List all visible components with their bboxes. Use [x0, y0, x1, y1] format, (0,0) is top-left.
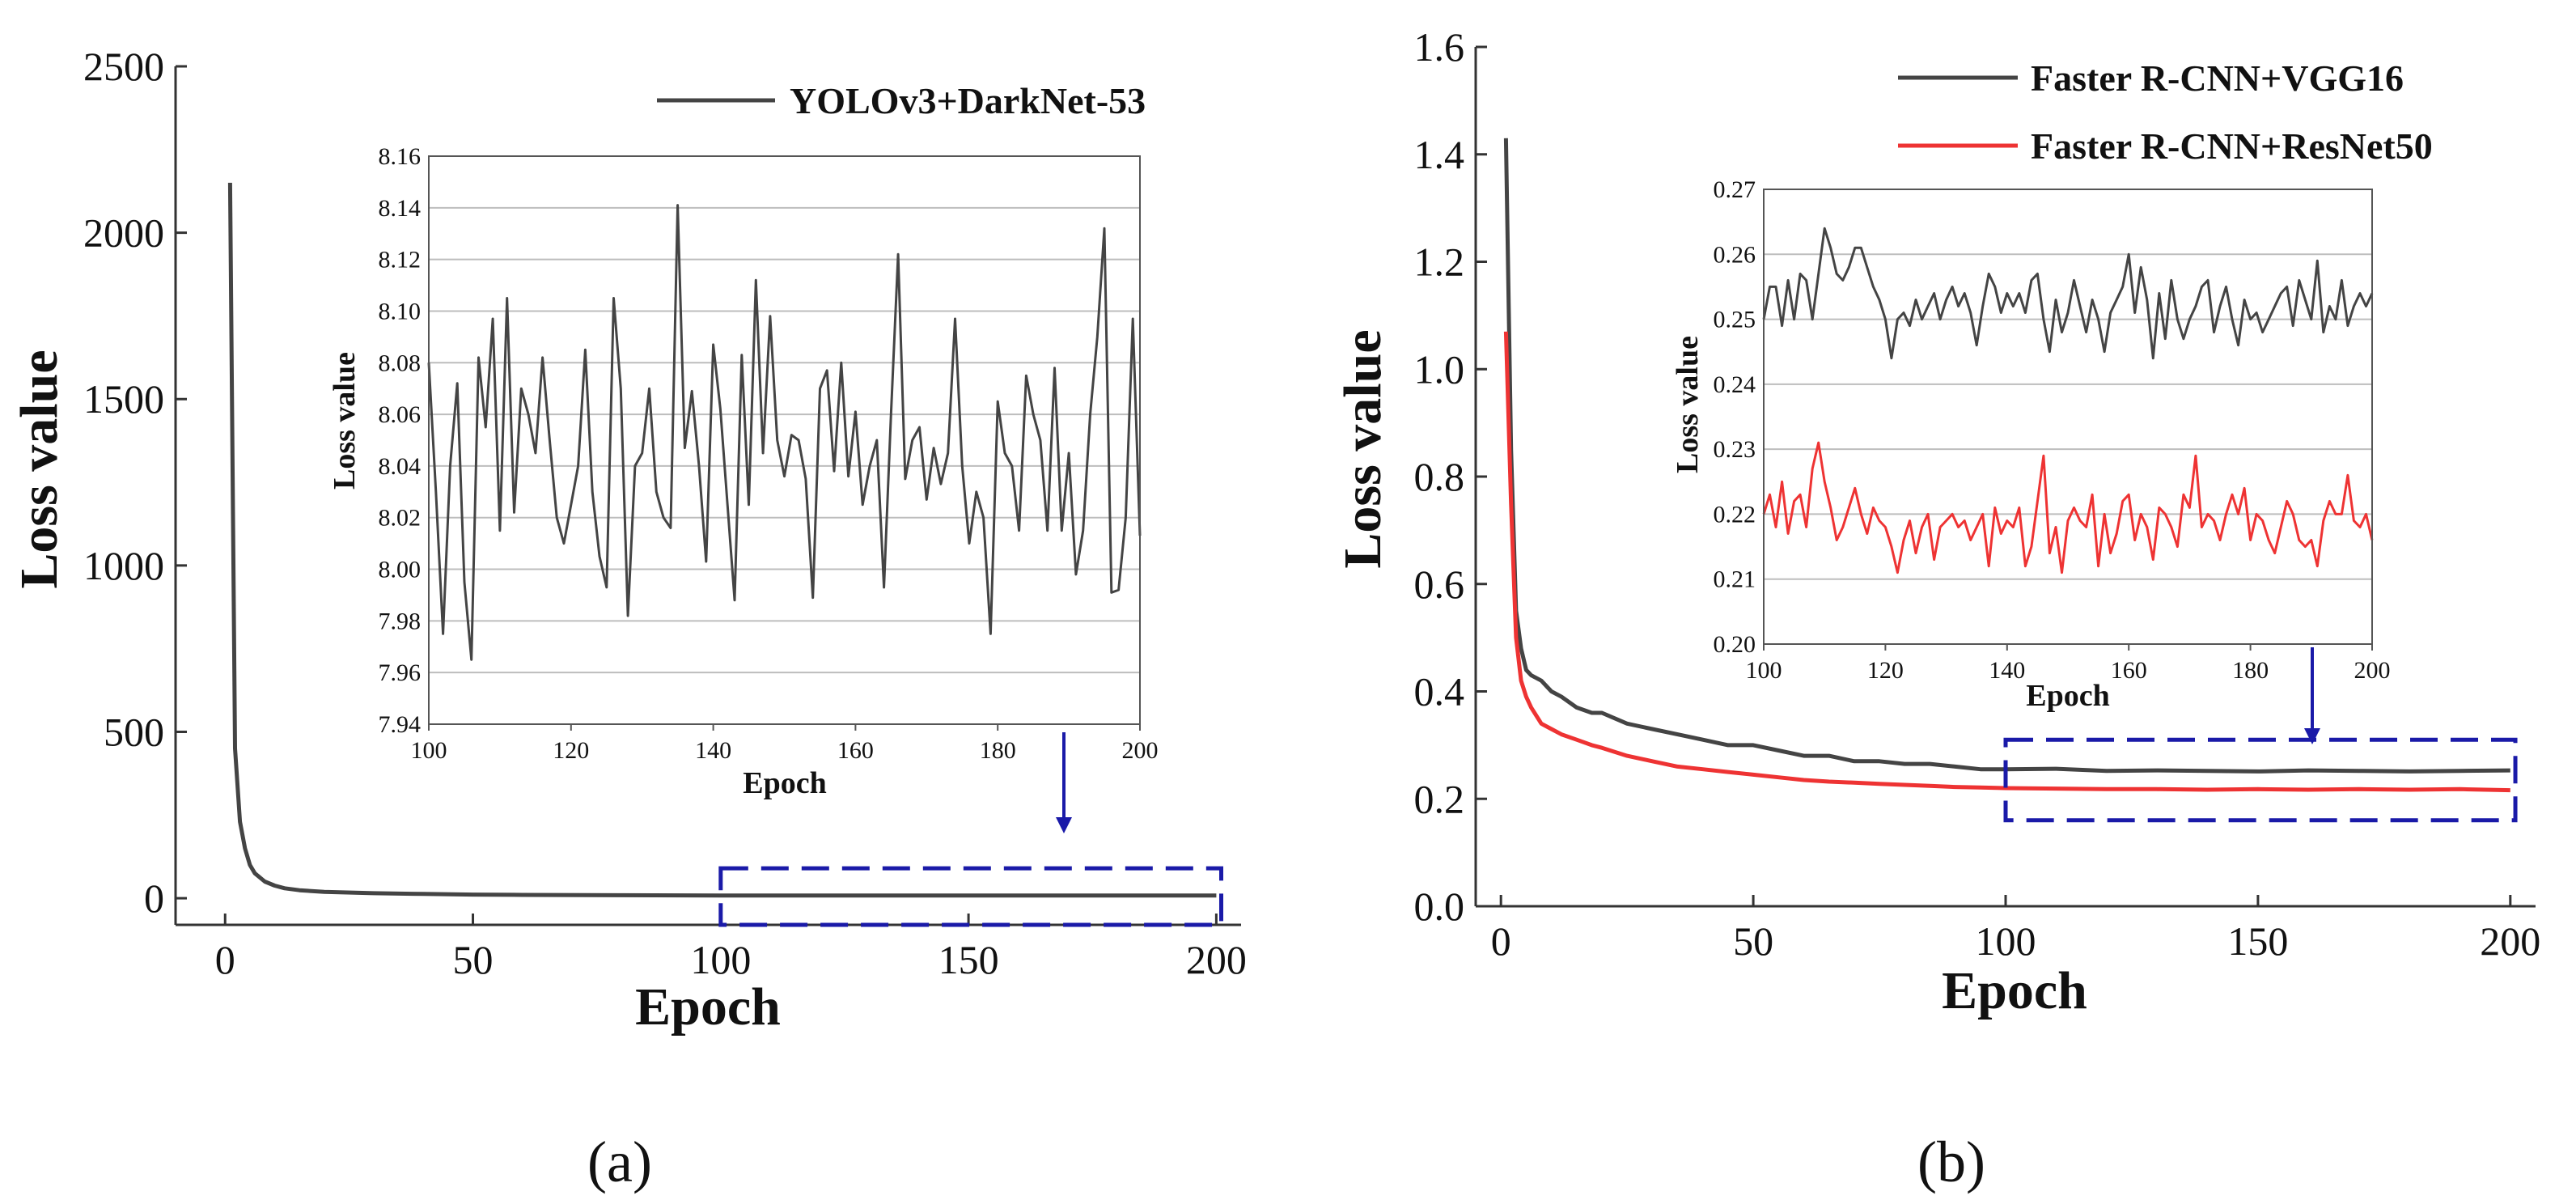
panel-a-y-tick-label: 0 — [144, 875, 164, 921]
panel-a-inset-x-tick-label: 200 — [1122, 737, 1159, 764]
panel-a-y-axis-title: Loss value — [10, 350, 69, 588]
panel-b-inset-series-line-1 — [1762, 441, 2374, 574]
panel-b-legend: Faster R-CNN+VGG16 Faster R-CNN+ResNet50 — [1898, 57, 2433, 167]
panel-a-inset-y-tick-label: 7.96 — [379, 659, 422, 686]
panel-a-label: (a) — [587, 1130, 652, 1194]
panel-b-y-axis-title: Loss value — [1333, 329, 1392, 568]
panel-b-inset-y-tick-label: 0.20 — [1714, 631, 1756, 658]
panel-a-inset: 100 120 140 160 180 200 7.94 7.96 7.98 8.00 8.02 8.… — [328, 143, 1159, 800]
panel-a-inset-y-tick-label: 8.16 — [379, 143, 422, 170]
panel-b-y-tick-label: 1.4 — [1414, 132, 1465, 177]
panel-b-inset-tick-labels: 100 120 140 160 180 200 0.20 0.21 0.22 0.23 0.24 0.… — [1714, 176, 2391, 684]
panel-b-inset-series-lines — [1762, 227, 2374, 574]
panel-a-inset-series-lines — [427, 204, 1142, 661]
panel-a-inset-x-tick-label: 140 — [695, 737, 731, 764]
panel-b-x-tick-label: 100 — [1976, 918, 2036, 964]
panel-a-y-tick-label: 2000 — [83, 210, 164, 256]
panel-a-zoom-arrow — [1056, 732, 1072, 833]
panel-a-highlight-box — [718, 866, 1223, 927]
panel-a-y-tick-label: 500 — [104, 709, 164, 754]
panel-b-series-lines — [1503, 138, 2510, 793]
panel-a-x-axis-title: Epoch — [635, 977, 781, 1037]
panel-a-inset-x-tick-label: 100 — [411, 737, 447, 764]
panel-b-inset-x-tick-label: 100 — [1746, 657, 1782, 684]
panel-b-series-line-0 — [1503, 138, 2510, 774]
panel-a-inset-y-tick-label: 8.12 — [379, 247, 422, 273]
panel-b-y-tick-label: 1.6 — [1414, 24, 1465, 70]
panel-b-inset-y-tick-label: 0.21 — [1714, 566, 1756, 593]
panel-a-y-tick-label: 1000 — [83, 543, 164, 588]
panel-b-x-tick-label: 50 — [1733, 918, 1773, 964]
panel-b-inset-y-tick-label: 0.27 — [1714, 176, 1756, 203]
panel-b-inset-x-tick-label: 120 — [1867, 657, 1904, 684]
panel-b-y-tick-label: 0.0 — [1414, 884, 1465, 929]
panel-b-label: (b) — [1917, 1130, 1985, 1194]
panel-a-inset-y-tick-label: 8.06 — [379, 401, 422, 428]
panel-b-x-axis-title: Epoch — [1942, 961, 2087, 1020]
panel-b-x-tick-label: 150 — [2227, 918, 2288, 964]
panel-b-inset-x-tick-label: 200 — [2354, 657, 2391, 684]
panel-b-inset-y-tick-label: 0.24 — [1714, 371, 1756, 398]
panel-b-zoom-arrow — [2304, 647, 2320, 744]
panel-b-inset: 100 120 140 160 180 200 0.20 0.21 0.22 0.23 0.24 0.… — [1671, 176, 2391, 713]
panel-b-inset-y-tick-label: 0.26 — [1714, 241, 1756, 268]
chart-panel-b: 0 50 100 150 2000.00.20.40.60.81.01.21.41.6 … — [1333, 24, 2540, 1194]
panel-a-inset-tick-labels: 100 120 140 160 180 200 7.94 7.96 7.98 8.00 8.02 8.… — [379, 143, 1159, 764]
panel-a-inset-y-tick-label: 7.98 — [379, 608, 422, 634]
panel-a-y-tick-label: 1500 — [83, 376, 164, 422]
panel-b-x-tick-label: 0 — [1491, 918, 1511, 964]
panel-b-series-line-1 — [1503, 331, 2510, 793]
panel-b-inset-grid — [1764, 189, 2372, 645]
panel-b-inset-x-tick-label: 160 — [2111, 657, 2147, 684]
panel-b-inset-x-axis-title: Epoch — [2026, 679, 2109, 713]
panel-b-y-tick-label: 0.2 — [1414, 776, 1465, 821]
panel-b-y-tick-label: 1.2 — [1414, 240, 1465, 285]
panel-a-inset-y-tick-label: 8.08 — [379, 350, 422, 376]
panel-a-inset-x-axis-title: Epoch — [743, 766, 826, 800]
panel-b-y-tick-label: 0.8 — [1414, 454, 1465, 499]
panel-a-inset-y-tick-label: 8.14 — [379, 195, 422, 222]
panel-b-inset-y-tick-label: 0.22 — [1714, 501, 1756, 528]
panel-a-inset-y-tick-label: 8.02 — [379, 505, 422, 532]
panel-a-x-tick-label: 0 — [215, 937, 235, 982]
panel-a-x-tick-label: 200 — [1186, 937, 1247, 982]
panel-b-y-tick-label: 1.0 — [1414, 346, 1465, 392]
panel-a-series-lines — [227, 182, 1217, 898]
panel-b-inset-x-tick-label: 180 — [2232, 657, 2269, 684]
panel-b-legend-label-resnet50: Faster R-CNN+ResNet50 — [2031, 125, 2433, 167]
panel-b-y-tick-label: 0.4 — [1414, 669, 1465, 714]
panel-a-legend: YOLOv3+DarkNet-53 — [657, 80, 1146, 121]
panel-a-x-tick-label: 50 — [453, 937, 494, 982]
panel-a-x-tick-label: 150 — [938, 937, 999, 982]
panel-b-inset-y-tick-label: 0.25 — [1714, 307, 1756, 333]
panel-b-inset-frame — [1763, 189, 2373, 645]
panel-b-highlight-box — [2003, 737, 2518, 823]
panel-a-inset-x-tick-label: 160 — [837, 737, 874, 764]
panel-b-inset-series-line-0 — [1762, 227, 2374, 360]
panel-a-inset-y-tick-label: 7.94 — [379, 711, 422, 738]
panel-b-inset-y-axis-title: Loss value — [1671, 336, 1705, 473]
panel-a-legend-label-yolov3: YOLOv3+DarkNet-53 — [790, 80, 1146, 121]
panel-b-inset-y-tick-label: 0.23 — [1714, 436, 1756, 463]
panel-a-y-tick-label: 2500 — [83, 44, 164, 89]
panel-a-inset-series-line-0 — [427, 204, 1142, 661]
panel-a-inset-frame — [428, 155, 1141, 725]
panel-a-inset-x-tick-label: 120 — [553, 737, 589, 764]
panel-a-inset-x-tick-label: 180 — [980, 737, 1016, 764]
panel-b-legend-label-vgg16: Faster R-CNN+VGG16 — [2031, 57, 2404, 99]
panel-b-inset-x-tick-label: 140 — [1989, 657, 2025, 684]
panel-a-x-tick-label: 100 — [690, 937, 751, 982]
panel-a-inset-y-tick-label: 8.04 — [379, 453, 422, 480]
panel-a-inset-y-tick-label: 8.10 — [379, 298, 422, 324]
panel-a-series-line-0 — [227, 182, 1217, 898]
panel-b-x-tick-label: 200 — [2480, 918, 2540, 964]
panel-a-inset-y-tick-label: 8.00 — [379, 557, 422, 583]
panel-a-inset-y-axis-title: Loss value — [328, 352, 362, 490]
panel-b-y-tick-label: 0.6 — [1414, 562, 1465, 607]
panel-b-tick-labels: 0 50 100 150 200 0.0 0.2 0.4 0.6 0.8 1.0 1.2 1.4 1.6 — [1414, 24, 2541, 964]
